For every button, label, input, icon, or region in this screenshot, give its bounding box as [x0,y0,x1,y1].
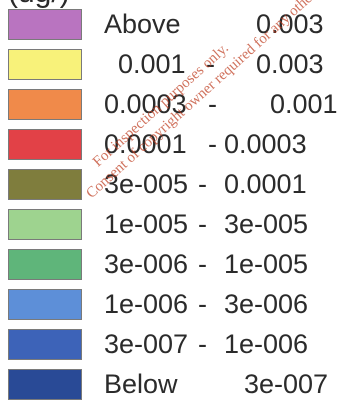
legend-swatch [8,249,82,280]
legend-range-separator: - [208,129,217,159]
legend-range-separator: - [198,169,207,199]
legend-range-end: 3e-006 [224,289,309,319]
legend-range-separator: - [198,249,207,279]
legend-range-start: 0.0003 [104,89,187,119]
legend-swatch [8,49,82,80]
legend-row-3e-007: 3e-007 - 1e-006 [8,328,353,368]
legend-row-below: Below 3e-007 [8,368,353,408]
legend-row-0-0003: 0.0003 - 0.001 [8,88,353,128]
legend-range-separator: - [206,49,215,79]
legend-swatch [8,89,82,120]
legend-range-separator: - [208,89,217,119]
legend-range-separator: - [198,329,207,359]
legend-row-1e-006: 1e-006 - 3e-006 [8,288,353,328]
legend-range-end: 0.0001 [224,169,307,199]
legend-range-end: 1e-006 [224,329,309,359]
legend-row-1e-005: 1e-005 - 3e-005 [8,208,353,248]
legend-range-end: 0.001 [270,89,338,119]
legend-range-end: 0.0003 [224,129,307,159]
legend-swatch [8,9,82,40]
legend-range-start: 3e-006 [104,249,189,279]
legend-range-separator: - [198,209,207,239]
legend-swatch [8,169,82,200]
legend-range-separator: - [198,289,207,319]
legend-range-start: Above [104,9,181,39]
legend-range-start: 3e-007 [104,329,189,359]
legend-row-0-001: 0.001 - 0.003 [8,48,353,88]
legend-range-end: 0.003 [256,49,324,79]
legend-swatch [8,329,82,360]
legend-range-end: 1e-005 [224,249,309,279]
legend-swatch [8,289,82,320]
legend-range-start: 0.001 [118,49,186,79]
legend-swatch [8,209,82,240]
legend-range-start: 1e-006 [104,289,189,319]
legend-range-end: 0.003 [256,9,324,39]
legend-range-start: Below [104,369,178,399]
legend-swatch [8,369,82,400]
legend-swatch [8,129,82,160]
legend-range-start: 1e-005 [104,209,189,239]
legend-row-3e-006: 3e-006 - 1e-005 [8,248,353,288]
legend-row-0-0001: 0.0001 - 0.0003 [8,128,353,168]
legend-range-end: 3e-007 [244,369,329,399]
legend-row-3e-005: 3e-005 - 0.0001 [8,168,353,208]
legend-range-start: 3e-005 [104,169,189,199]
legend-range-end: 3e-005 [224,209,309,239]
legend-range-start: 0.0001 [104,129,187,159]
legend-row-above: Above 0.003 [8,8,353,48]
legend-header: (ug/) [8,0,70,8]
